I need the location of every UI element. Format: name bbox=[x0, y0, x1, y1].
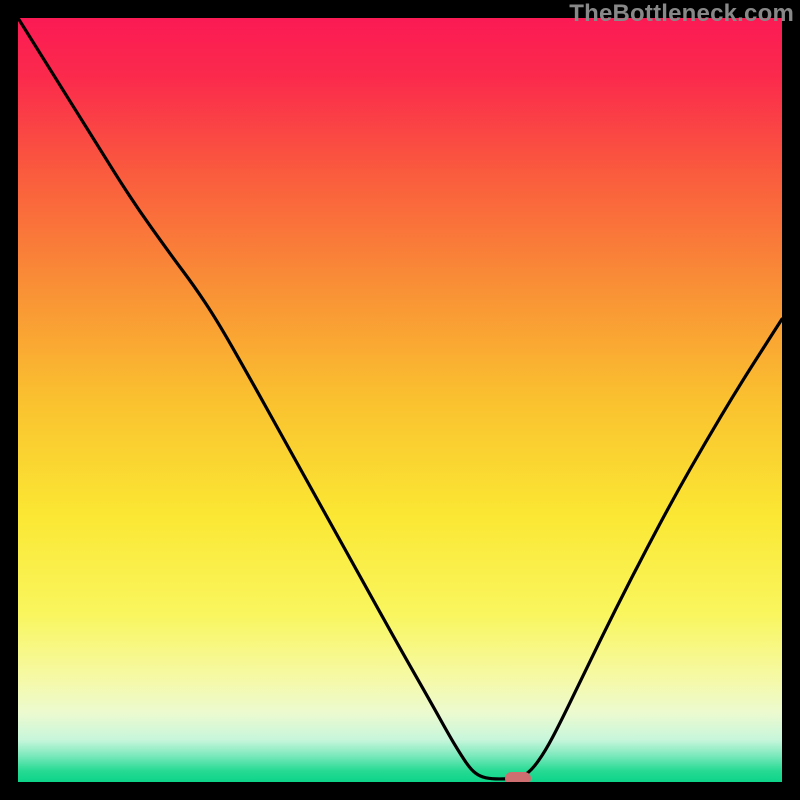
plot-area bbox=[18, 18, 782, 782]
minimum-marker bbox=[505, 772, 531, 782]
bottleneck-curve bbox=[18, 18, 782, 782]
chart-frame: TheBottleneck.com bbox=[0, 0, 800, 800]
watermark-text: TheBottleneck.com bbox=[569, 0, 794, 28]
